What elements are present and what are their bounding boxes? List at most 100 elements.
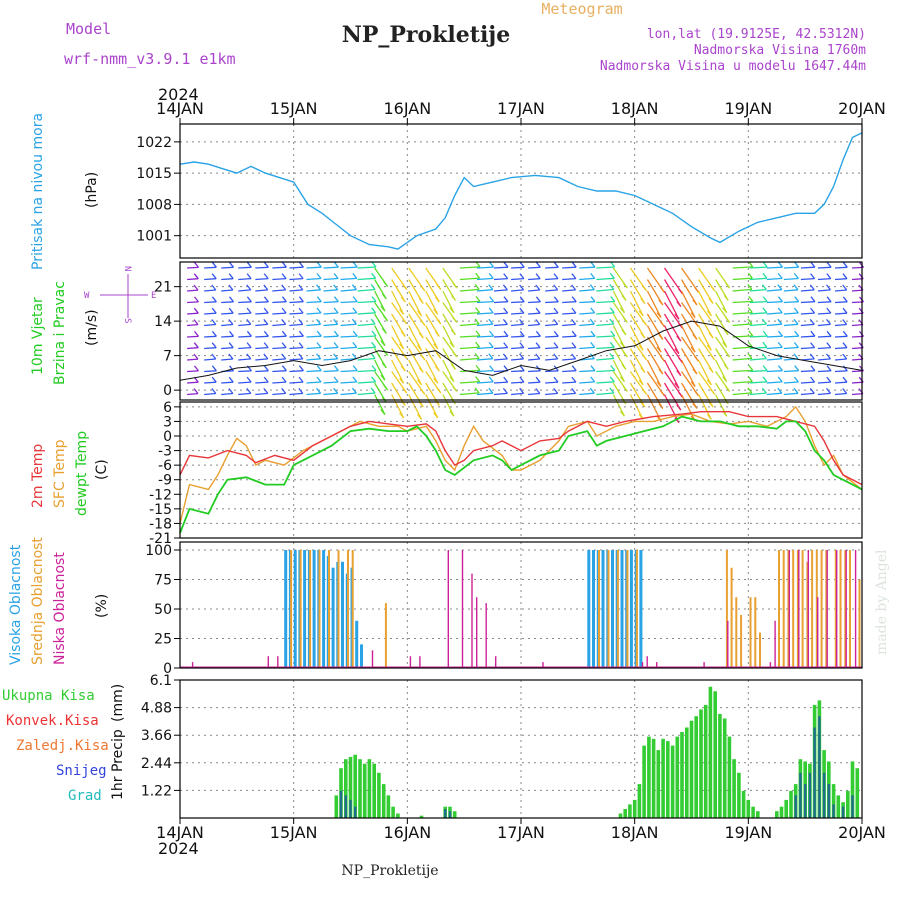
wind-barb-flag (519, 365, 525, 372)
cloud-bar (788, 550, 790, 668)
temp-unit: (C) (94, 459, 110, 480)
cloud-bar (471, 573, 473, 668)
wind-barb-flag (474, 387, 480, 394)
cloud-bar (629, 550, 633, 668)
wind-barb (596, 266, 615, 269)
wind-barb-flag (708, 367, 714, 373)
wind-barb (187, 266, 199, 269)
wind-barb-flag (641, 285, 648, 292)
precip-snow-bar (818, 716, 821, 818)
cloud-bar (639, 550, 643, 668)
wind-barb (459, 357, 480, 361)
wind-barb-flag (281, 376, 287, 383)
precip-total-bar (367, 759, 372, 818)
temp-ytick-label: -3 (158, 444, 172, 460)
wind-barb-flag (298, 273, 304, 280)
wind-barb-flag (826, 330, 832, 337)
wind-barb-flag (640, 401, 646, 408)
wind-barb-flag (211, 353, 217, 360)
wind-barb (834, 289, 847, 292)
wind-barb (646, 382, 664, 409)
temp-2m-label: 2m Temp (30, 444, 46, 508)
wind-barb (289, 277, 304, 281)
wind-barb-flag (710, 285, 716, 292)
wind-barb-flag (433, 343, 439, 350)
wind-barb-flag (609, 272, 615, 279)
wind-barb-flag (371, 296, 377, 302)
wind-barb-flag (553, 273, 559, 280)
wind-barb (680, 290, 696, 318)
wind-barb-flag (228, 365, 235, 372)
precip-total-bar (670, 745, 675, 818)
x-bottom-label: 17JAN (497, 823, 545, 842)
cloud-mid-label: Srednja Oblacnost (30, 537, 46, 665)
wind-barb (749, 346, 767, 350)
wind-barb-flag (590, 307, 596, 314)
wind-barb (817, 266, 832, 269)
wind-barb (732, 323, 752, 327)
wind-barb-flag (676, 301, 682, 308)
wind-barb (834, 266, 848, 269)
wind-barb (374, 325, 386, 346)
wind-barb (528, 392, 540, 396)
precip-snow-bar (841, 806, 845, 818)
wind-barb (783, 346, 799, 350)
wind-barb (425, 394, 439, 419)
pressure-ytick-label: 1008 (136, 197, 172, 213)
wind-barb (340, 346, 357, 350)
wind-barb (646, 313, 664, 340)
wind-barb (562, 277, 576, 281)
wind-barb (340, 381, 357, 384)
temp-2m-line (179, 411, 863, 486)
cloud-bar (845, 550, 847, 668)
wind-barb (272, 301, 287, 304)
cloud-bar (769, 662, 772, 668)
wind-barb (817, 323, 831, 327)
wind-barb-flag (475, 330, 481, 337)
wind-barb-flag (418, 367, 424, 373)
wind-barb-flag (333, 387, 339, 394)
wind-barb (272, 266, 287, 269)
wind-barb (817, 289, 831, 292)
cloud-bar (782, 550, 785, 668)
wind-barb (459, 380, 480, 384)
wind-barb (323, 335, 339, 338)
cloud-bar (191, 662, 194, 668)
wind-barb-flag (842, 353, 848, 360)
wind-barb-flag (656, 381, 662, 388)
wind-barb (272, 358, 286, 361)
wind-barb-flag (638, 310, 644, 317)
wind-barb-flag (535, 307, 541, 314)
wind-barb-flag (722, 307, 728, 314)
wind-barb (579, 301, 596, 304)
wind-barb (562, 346, 576, 350)
wind-barb (800, 277, 815, 281)
precip-ytick-label: 1.22 (141, 783, 172, 799)
wind-barb-flag (825, 387, 832, 394)
wind-barb (511, 346, 524, 350)
wind-barb (545, 381, 559, 384)
wind-barb-flag (333, 284, 339, 291)
wind-barb-flag (747, 376, 753, 383)
wind-barb (698, 290, 712, 317)
cloud-bar (858, 579, 861, 668)
wind-barb (680, 359, 696, 387)
precip-total-bar (689, 720, 694, 818)
wind-barb-flag (571, 376, 577, 383)
precip-total-bar (713, 691, 717, 818)
temp-ytick-label: -6 (158, 458, 172, 474)
wind-barb (783, 277, 799, 281)
wind-barb-flag (418, 401, 424, 408)
wind-barb (680, 279, 698, 306)
wind-barb-flag (794, 296, 800, 303)
wind-barb-flag (263, 318, 269, 325)
cloud-bar (749, 597, 752, 668)
wind-barb-flag (449, 307, 455, 314)
pressure-ytick-label: 1022 (136, 135, 172, 151)
wind-barb (187, 370, 199, 373)
wind-barb-flag (694, 286, 700, 293)
wind-barb-flag (610, 330, 616, 337)
wind-barb (698, 359, 712, 386)
wind-barb-flag (809, 318, 815, 325)
wind-barb (766, 358, 782, 361)
